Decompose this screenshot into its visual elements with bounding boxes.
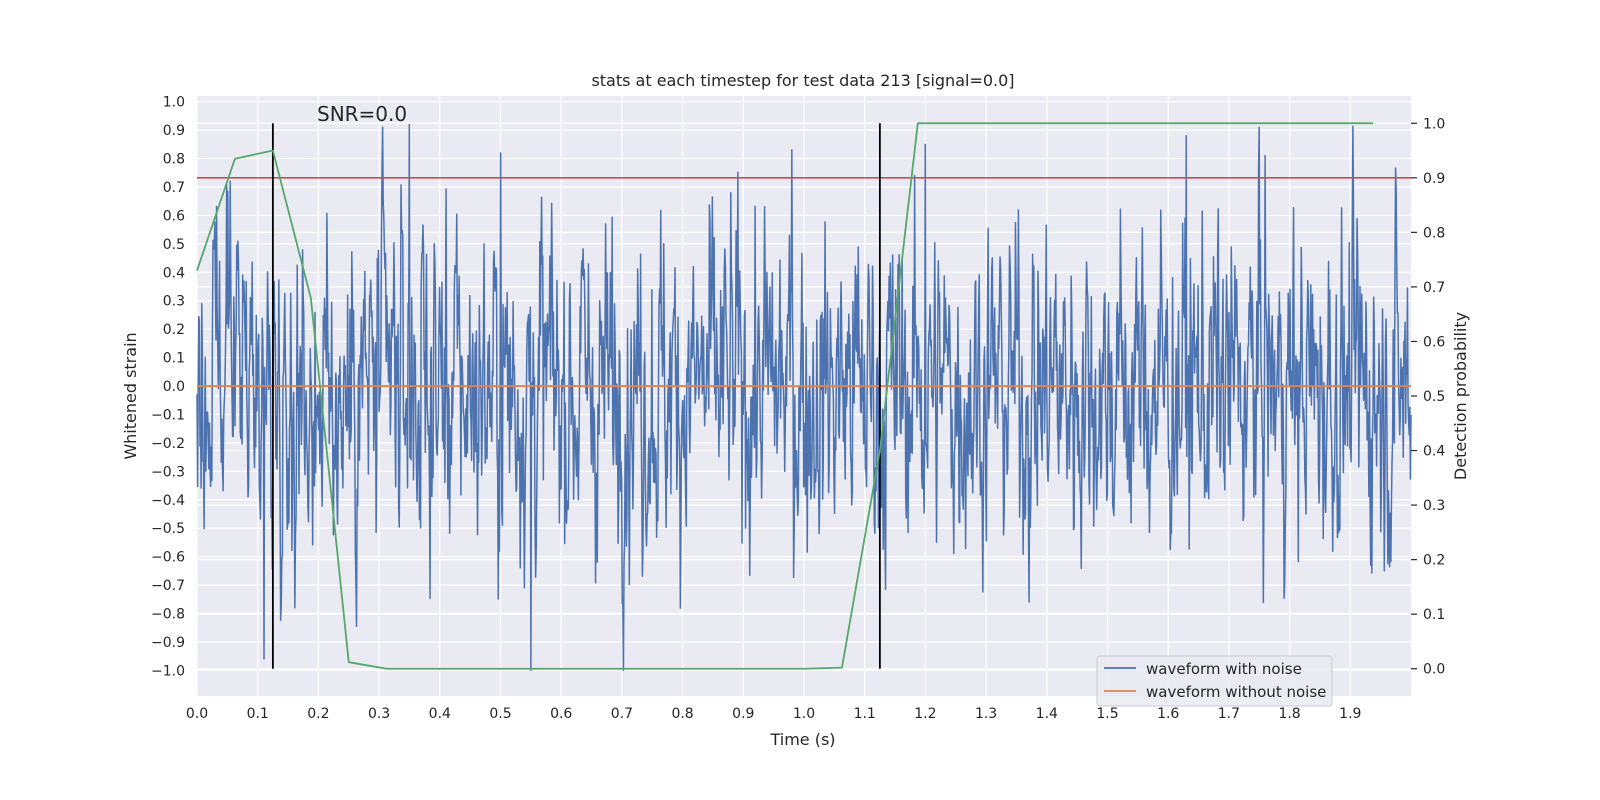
y-axis-ticks: 1.0 0.9 0.8 0.7 0.6 0.5 0.4 0.3 0.2 0.1 0.0 −0.1 −0.… xyxy=(151,95,185,680)
x-tick-label: 0.0 xyxy=(186,706,208,722)
x-tick-label: 1.0 xyxy=(793,706,815,722)
x-tick-label: 0.5 xyxy=(489,706,511,722)
y-tick-label: −0.9 xyxy=(151,635,185,651)
y-tick-label: 0.8 xyxy=(163,152,185,168)
event-markers xyxy=(271,123,881,669)
x-tick-label: 0.7 xyxy=(611,706,633,722)
x-tick-label: 0.3 xyxy=(368,706,390,722)
x-tick-label: 0.9 xyxy=(732,706,754,722)
detection-probability-line xyxy=(196,122,1374,670)
x-tick-label: 1.3 xyxy=(975,706,997,722)
y2-tick-label: 0.1 xyxy=(1423,607,1445,623)
y-tick-label: −0.7 xyxy=(151,578,185,594)
x-tick-label: 1.5 xyxy=(1096,706,1118,722)
y-tick-label: −0.2 xyxy=(151,436,185,452)
legend: waveform with noise waveform without noi… xyxy=(1096,655,1333,707)
y-tick-label: −0.8 xyxy=(151,607,185,623)
y-tick-label: −0.5 xyxy=(151,521,185,537)
y-tick-label: 0.4 xyxy=(163,265,185,281)
x-axis-label: Time (s) xyxy=(769,730,835,749)
waveform-with-noise-line xyxy=(196,123,1412,672)
y-tick-label: 0.3 xyxy=(163,294,185,310)
x-tick-label: 0.1 xyxy=(247,706,269,722)
y2-axis-ticks: 1.0 0.9 0.8 0.7 0.6 0.5 0.4 0.3 0.2 0.1 0.0 xyxy=(1411,116,1445,678)
y-tick-label: −1.0 xyxy=(151,663,185,679)
y2-tick-label: 0.8 xyxy=(1423,225,1445,241)
x-tick-label: 0.2 xyxy=(307,706,329,722)
y-tick-label: −0.1 xyxy=(151,407,185,423)
x-tick-label: 1.4 xyxy=(1036,706,1058,722)
legend-label-noise: waveform with noise xyxy=(1146,660,1302,678)
y-tick-label: −0.3 xyxy=(151,464,185,480)
y-tick-label: −0.6 xyxy=(151,550,185,566)
x-tick-label: 1.2 xyxy=(914,706,936,722)
legend-label-clean: waveform without noise xyxy=(1146,683,1326,701)
y2-tick-label: 0.9 xyxy=(1423,171,1445,187)
x-tick-label: 0.4 xyxy=(429,706,451,722)
y2-tick-label: 0.6 xyxy=(1423,334,1445,350)
legend-box xyxy=(1096,655,1333,707)
y-tick-label: 1.0 xyxy=(163,95,185,111)
y-tick-label: 0.7 xyxy=(163,180,185,196)
x-tick-label: 1.7 xyxy=(1218,706,1240,722)
y-tick-label: −0.4 xyxy=(151,493,185,509)
y2-tick-label: 0.3 xyxy=(1423,498,1445,514)
y-tick-label: 0.1 xyxy=(163,351,185,367)
chart-title: stats at each timestep for test data 213… xyxy=(591,71,1014,90)
y2-tick-label: 0.7 xyxy=(1423,280,1445,296)
probability-path xyxy=(196,122,1374,670)
y-tick-label: 0.5 xyxy=(163,237,185,253)
y2-tick-label: 0.5 xyxy=(1423,389,1445,405)
x-tick-label: 0.6 xyxy=(550,706,572,722)
y-tick-label: 0.6 xyxy=(163,208,185,224)
snr-annotation: SNR=0.0 xyxy=(317,102,407,126)
x-tick-label: 0.8 xyxy=(671,706,693,722)
x-tick-label: 1.1 xyxy=(854,706,876,722)
y2-axis-label: Detection probability xyxy=(1451,312,1470,480)
y-tick-label: 0.0 xyxy=(163,379,185,395)
x-tick-label: 1.6 xyxy=(1157,706,1179,722)
y-axis-label: Whitened strain xyxy=(121,332,140,459)
x-tick-label: 1.9 xyxy=(1339,706,1361,722)
noise-waveform-path xyxy=(196,123,1412,672)
y-tick-label: 0.9 xyxy=(163,123,185,139)
y2-tick-label: 0.2 xyxy=(1423,553,1445,569)
x-axis-ticks: 0.0 0.1 0.2 0.3 0.4 0.5 0.6 0.7 0.8 0.9 1.0 1.1 1.2 1… xyxy=(186,706,1362,722)
y-tick-label: 0.2 xyxy=(163,322,185,338)
y2-tick-label: 0.4 xyxy=(1423,444,1445,460)
x-tick-label: 1.8 xyxy=(1278,706,1300,722)
y2-tick-label: 1.0 xyxy=(1423,116,1445,132)
y2-tick-label: 0.0 xyxy=(1423,662,1445,678)
